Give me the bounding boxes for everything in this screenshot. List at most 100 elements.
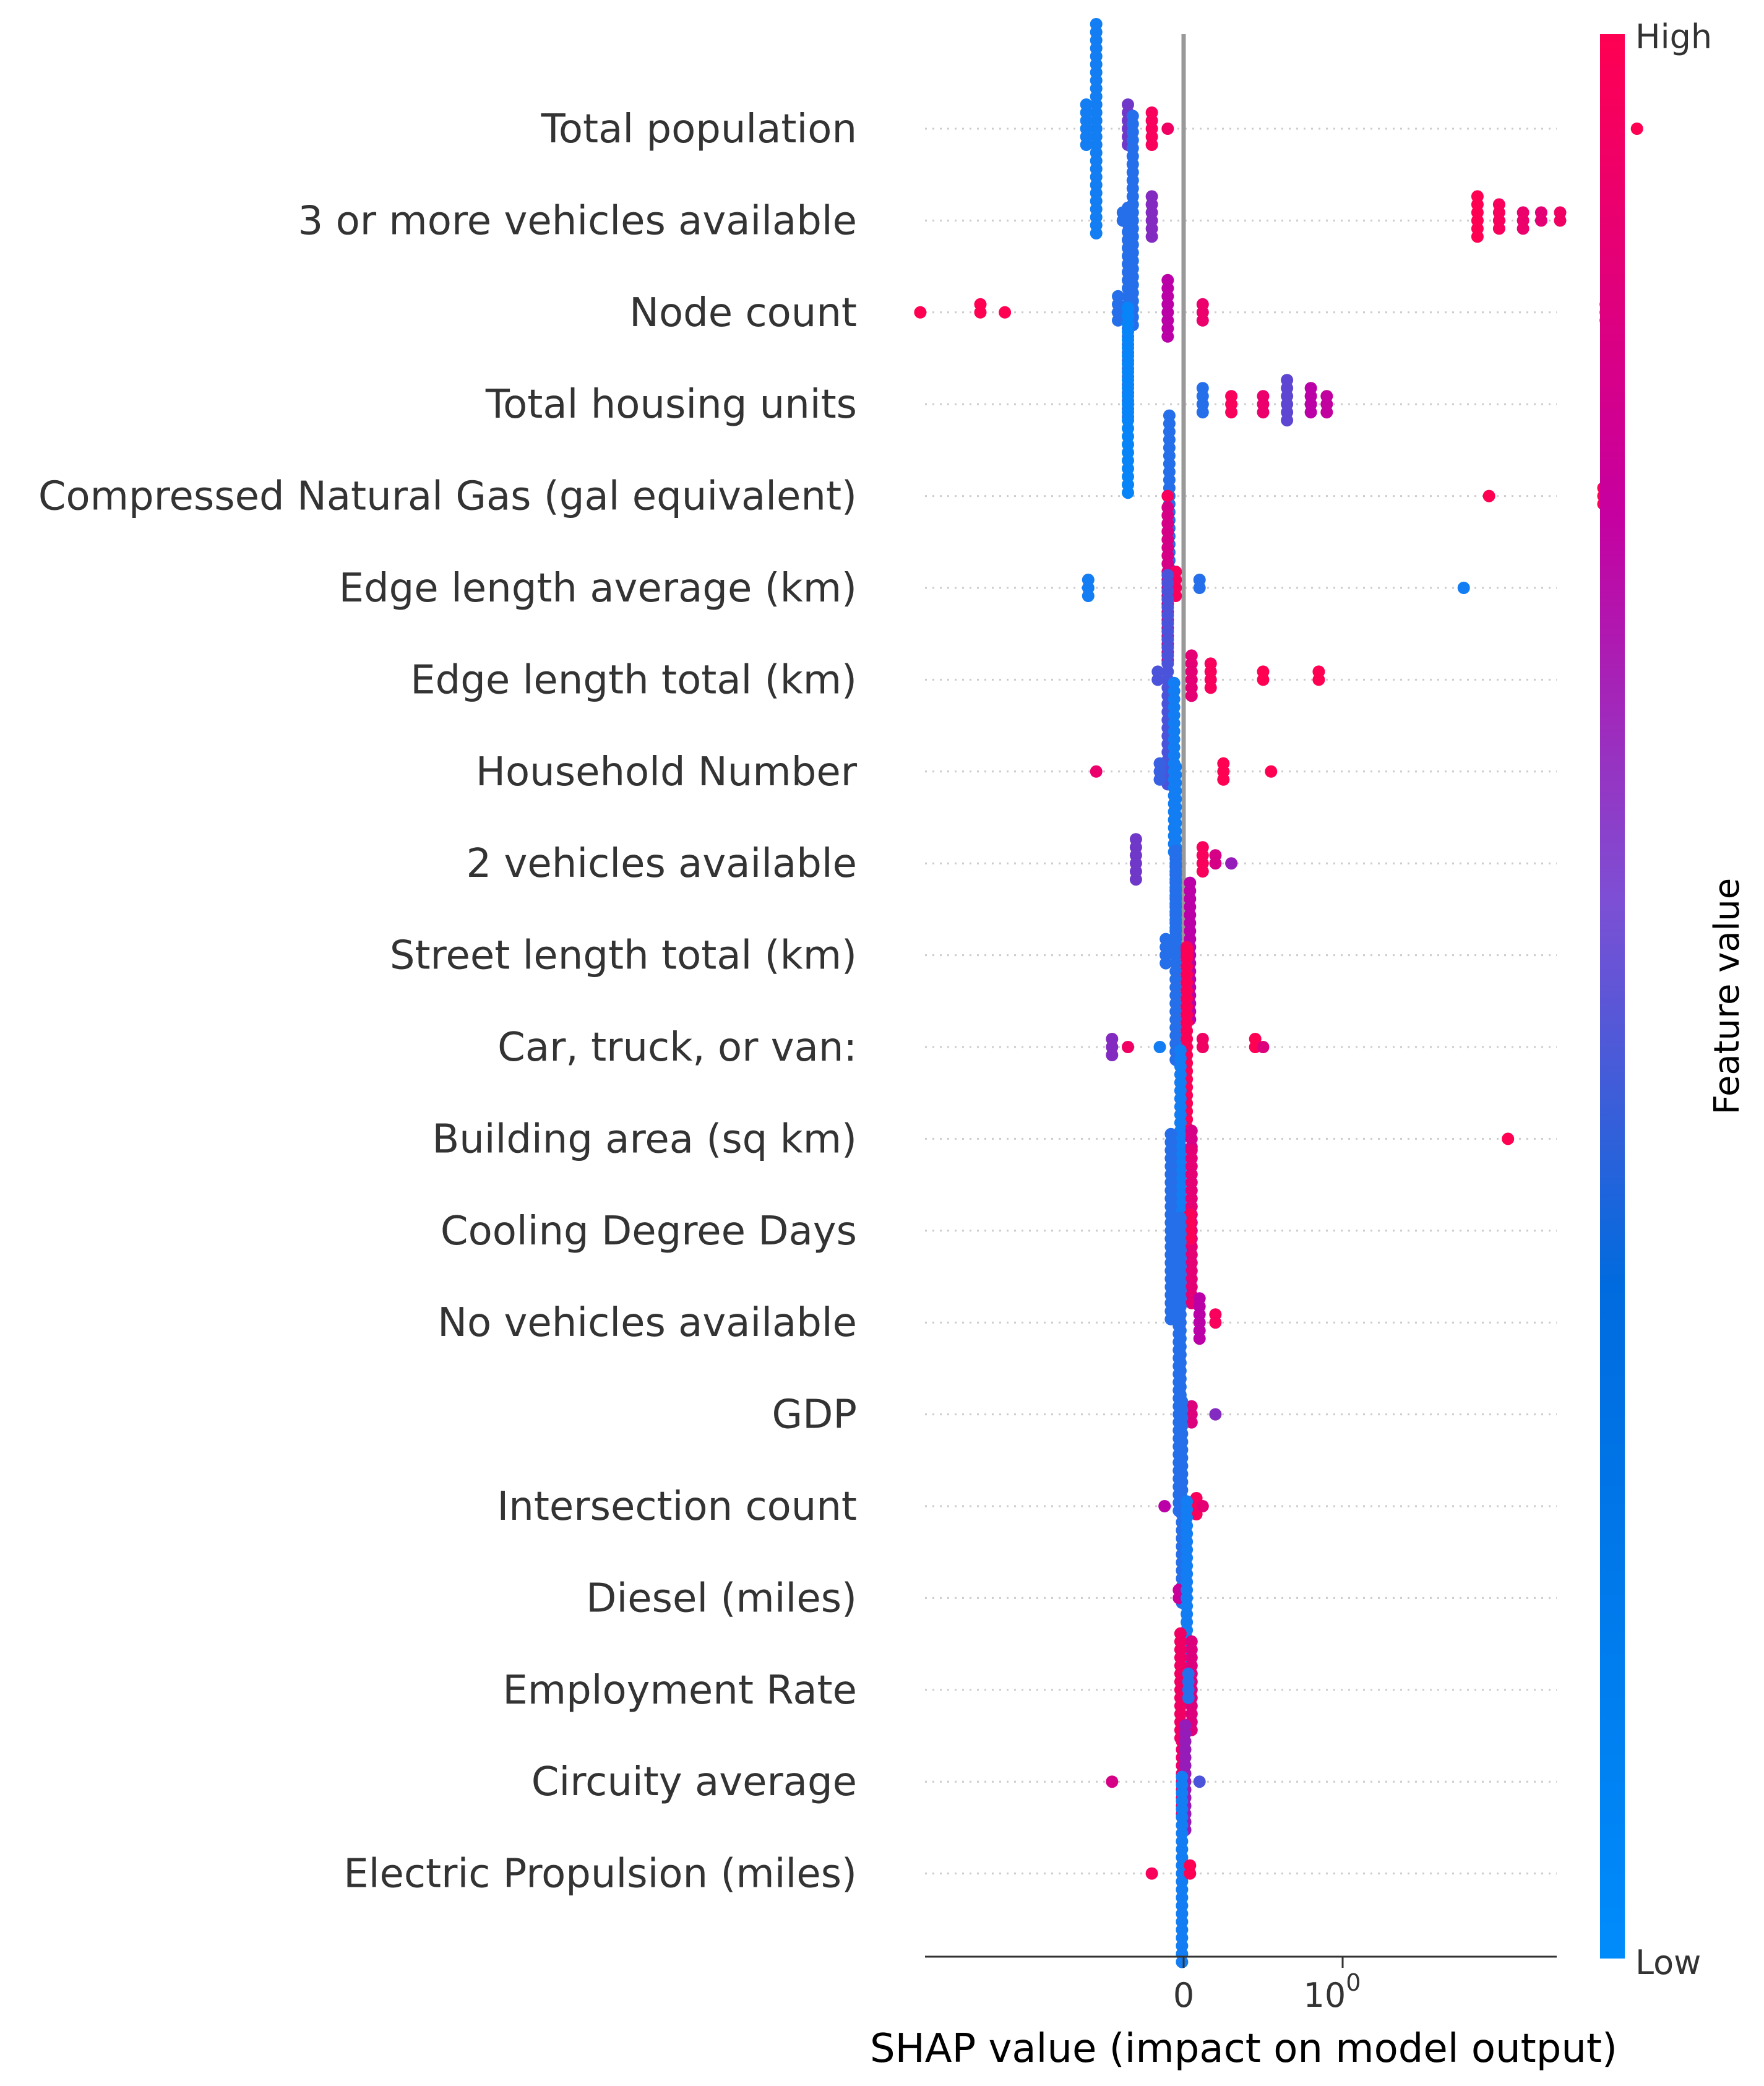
shap-point [1082,590,1095,602]
shap-point [1196,298,1209,311]
shap-point [1534,206,1547,219]
feature-label: Edge length average (km) [339,566,857,611]
shap-point [1090,765,1103,778]
feature-label: Total population [541,106,857,152]
feature-label: 2 vehicles available [466,841,857,887]
shap-point [1122,201,1134,214]
shap-point [1517,206,1530,219]
shap-point [1179,1719,1192,1732]
feature-label: Total housing units [485,382,857,428]
feature-label: Street length total (km) [390,933,857,979]
shap-point [1129,833,1142,846]
colorbar-high-label: High [1635,17,1712,56]
shap-point [1185,689,1198,702]
shap-point [1281,374,1294,387]
shap-point [1184,1232,1197,1245]
shap-point [1196,841,1209,854]
colorbar-gradient [1600,34,1625,1959]
shap-point [1204,657,1217,670]
shap-point [1161,569,1174,582]
shap-point [1174,1212,1187,1225]
shap-point [1112,290,1124,303]
x-axis-title: SHAP value (impact on model output) [870,2026,1617,2072]
shap-point [1080,98,1093,111]
shap-point [1161,489,1174,502]
shap-point [1492,222,1505,235]
shap-point [1225,406,1238,419]
shap-point [1145,139,1158,151]
feature-label: Electric Propulsion (miles) [343,1851,857,1897]
shap-point [1196,865,1209,878]
shap-point [1163,409,1176,422]
feature-label: Household Number [476,749,858,795]
shap-point [1196,1500,1209,1512]
shap-point [1161,274,1174,287]
shap-point [1196,1033,1209,1045]
feature-label: No vehicles available [437,1300,857,1346]
shap-point [1122,486,1134,499]
shap-point [1502,1132,1515,1145]
shap-point [914,306,927,319]
shap-point [1182,1667,1195,1680]
feature-label: Diesel (miles) [586,1575,857,1621]
shap-point [1158,1500,1171,1512]
shap-point [1172,1303,1185,1316]
shap-point [974,298,987,311]
colorbar-title: Feature value [1707,878,1747,1114]
feature-label: Employment Rate [502,1668,857,1713]
shap-point [1204,681,1217,694]
feature-label: Edge length total (km) [410,657,857,703]
shap-point [1161,123,1174,135]
shap-point [1281,414,1294,427]
feature-label: Node count [629,290,857,336]
shap-point [1090,227,1103,239]
shap-points [914,18,1643,1968]
shap-point [1492,198,1505,211]
x-tick-label-1-exponent: 0 [1346,1969,1361,1996]
shap-point [1185,1416,1198,1429]
feature-label: Intersection count [497,1484,857,1530]
shap-point [1126,110,1139,123]
shap-point [1181,944,1194,957]
shap-point [1106,1049,1119,1061]
shap-point [1153,773,1166,786]
shap-point [1174,1044,1187,1057]
shap-point [1145,1867,1158,1880]
shap-point [1168,676,1181,689]
shap-point [1160,933,1172,946]
x-tick-label-0: 0 [1173,1976,1194,2015]
colorbar: High Low Feature value [1600,17,1747,1982]
feature-label: GDP [772,1392,857,1438]
shap-point [1320,390,1333,403]
shap-point [1181,1495,1194,1508]
x-tick-label-1: 100 [1304,1969,1361,2015]
shap-point [1217,773,1230,786]
shap-point [1217,757,1230,770]
shap-point [1112,314,1124,327]
shap-point [1145,230,1158,243]
shap-point [1106,1775,1119,1788]
shap-point [1196,406,1209,419]
shap-point [1225,857,1238,870]
shap-point [1304,382,1317,395]
shap-point [1153,1041,1166,1053]
shap-point [1174,1627,1187,1640]
shap-point [1106,1033,1119,1045]
shap-point [1257,665,1270,678]
shap-point [1176,1395,1189,1408]
shap-point [1196,382,1209,395]
shap-point [1517,222,1530,235]
shap-point [1160,957,1172,970]
shap-point [1257,1041,1270,1053]
feature-label: Building area (sq km) [432,1116,857,1162]
shap-point [1122,301,1134,314]
shap-point [1080,139,1093,151]
feature-label: Car, truck, or van: [497,1025,857,1071]
shap-point [1090,18,1103,30]
shap-point [1129,873,1142,886]
shap-point [1257,390,1270,403]
shap-point [1471,190,1484,203]
shap-point [1164,1127,1177,1140]
shap-point [1161,501,1174,514]
